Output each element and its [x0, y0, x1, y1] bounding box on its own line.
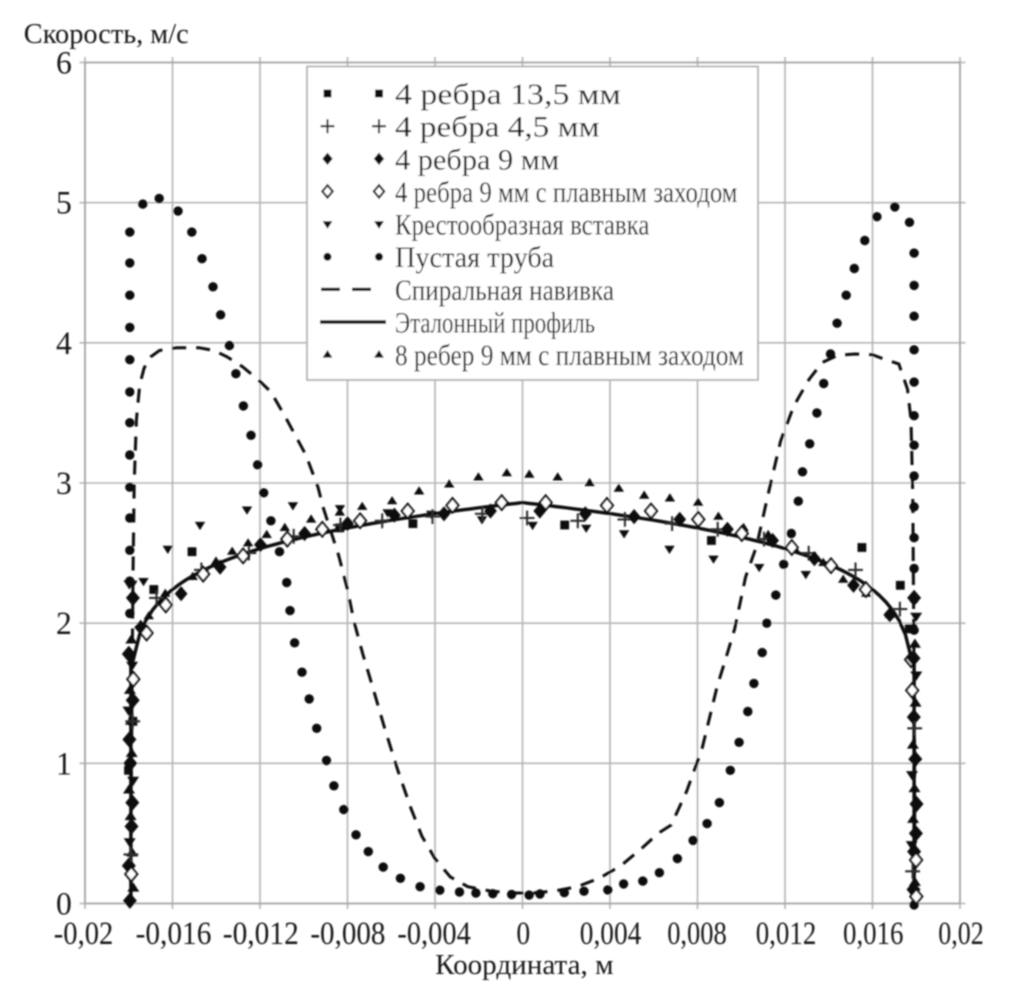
svg-text:-0,016: -0,016: [136, 916, 212, 952]
svg-text:Координата, м: Координата, м: [435, 949, 613, 981]
svg-text:4: 4: [56, 326, 72, 362]
svg-text:1: 1: [56, 746, 72, 782]
svg-text:0,012: 0,012: [756, 916, 817, 952]
svg-text:3: 3: [56, 466, 72, 502]
svg-text:4 ребра 9 мм: 4 ребра 9 мм: [395, 143, 559, 176]
svg-text:0,004: 0,004: [580, 916, 642, 952]
svg-text:2: 2: [56, 606, 72, 642]
svg-text:Эталонный профиль: Эталонный профиль: [395, 307, 595, 340]
svg-text:6: 6: [56, 46, 72, 82]
svg-text:0: 0: [516, 916, 530, 952]
svg-text:-0,008: -0,008: [310, 916, 385, 952]
svg-text:4 ребра 13,5 мм: 4 ребра 13,5 мм: [395, 78, 621, 111]
svg-text:-0,004: -0,004: [397, 916, 470, 952]
svg-text:0,02: 0,02: [938, 916, 984, 952]
svg-text:4 ребра 4,5 мм: 4 ребра 4,5 мм: [395, 111, 600, 144]
svg-text:Скорость, м/с: Скорость, м/с: [24, 18, 189, 50]
svg-text:0,016: 0,016: [843, 916, 904, 952]
svg-text:Спиральная навивка: Спиральная навивка: [395, 274, 614, 307]
svg-text:0,008: 0,008: [667, 916, 727, 952]
svg-text:0: 0: [56, 887, 72, 923]
svg-text:4 ребра 9 мм с плавным заходом: 4 ребра 9 мм с плавным заходом: [395, 176, 738, 209]
svg-text:5: 5: [56, 186, 72, 222]
svg-text:Пустая труба: Пустая труба: [395, 241, 554, 274]
svg-text:8 ребер 9 мм с плавным заходом: 8 ребер 9 мм с плавным заходом: [395, 339, 744, 372]
svg-text:Крестообразная вставка: Крестообразная вставка: [395, 209, 649, 242]
svg-text:-0,02: -0,02: [54, 916, 114, 952]
svg-text:-0,012: -0,012: [223, 916, 299, 952]
